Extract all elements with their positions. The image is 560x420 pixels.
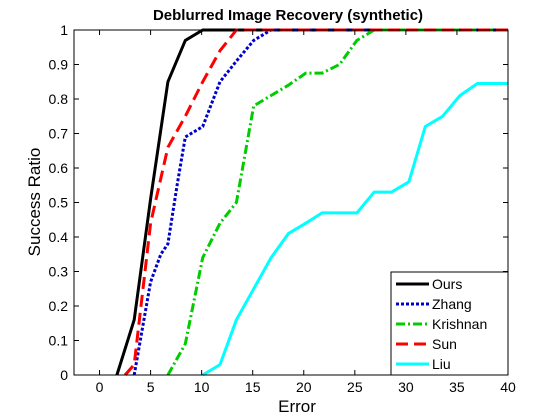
legend-label-liu: Liu <box>432 356 451 372</box>
y-axis-title: Success Ratio <box>25 148 44 257</box>
y-tick-label: 0.7 <box>49 126 69 142</box>
plot-area: 0 5 10 15 20 25 30 35 40 0 0.1 0.2 0.3 0.4 0.5 0.6 0.7 0.… <box>49 22 516 395</box>
x-tick-label: 30 <box>398 379 414 395</box>
y-tick-label: 0.6 <box>49 160 69 176</box>
legend-label-krishnan: Krishnan <box>432 316 487 332</box>
x-axis-title: Error <box>278 397 316 416</box>
x-tick-label: 35 <box>449 379 465 395</box>
x-tick-label: 20 <box>296 379 312 395</box>
y-tick-label: 0.8 <box>49 91 69 107</box>
series-line-krishnan <box>166 28 508 376</box>
x-tick-label: 40 <box>500 379 516 395</box>
x-tick-label: 25 <box>347 379 363 395</box>
y-tick-label: 0.4 <box>49 229 69 245</box>
x-tick-label: 10 <box>194 379 210 395</box>
y-tick-label: 0.5 <box>49 195 69 211</box>
legend-label-zhang: Zhang <box>432 296 472 312</box>
x-tick-label: 15 <box>245 379 261 395</box>
y-tick-label: 0.3 <box>49 264 69 280</box>
y-tick-label: 0.9 <box>49 57 69 73</box>
y-tick-label: 0.1 <box>49 333 69 349</box>
x-tick-label: 0 <box>96 379 104 395</box>
x-tick-label: 5 <box>147 379 155 395</box>
y-tick-label: 0.2 <box>49 298 69 314</box>
y-tick-label: 1 <box>60 22 68 38</box>
legend-label-ours: Ours <box>432 276 462 292</box>
legend-box <box>390 271 509 376</box>
series-line-liu <box>201 82 508 377</box>
legend-label-sun: Sun <box>432 336 457 352</box>
y-tick-label: 0 <box>60 367 68 383</box>
chart-title: Deblurred Image Recovery (synthetic) <box>153 7 423 24</box>
